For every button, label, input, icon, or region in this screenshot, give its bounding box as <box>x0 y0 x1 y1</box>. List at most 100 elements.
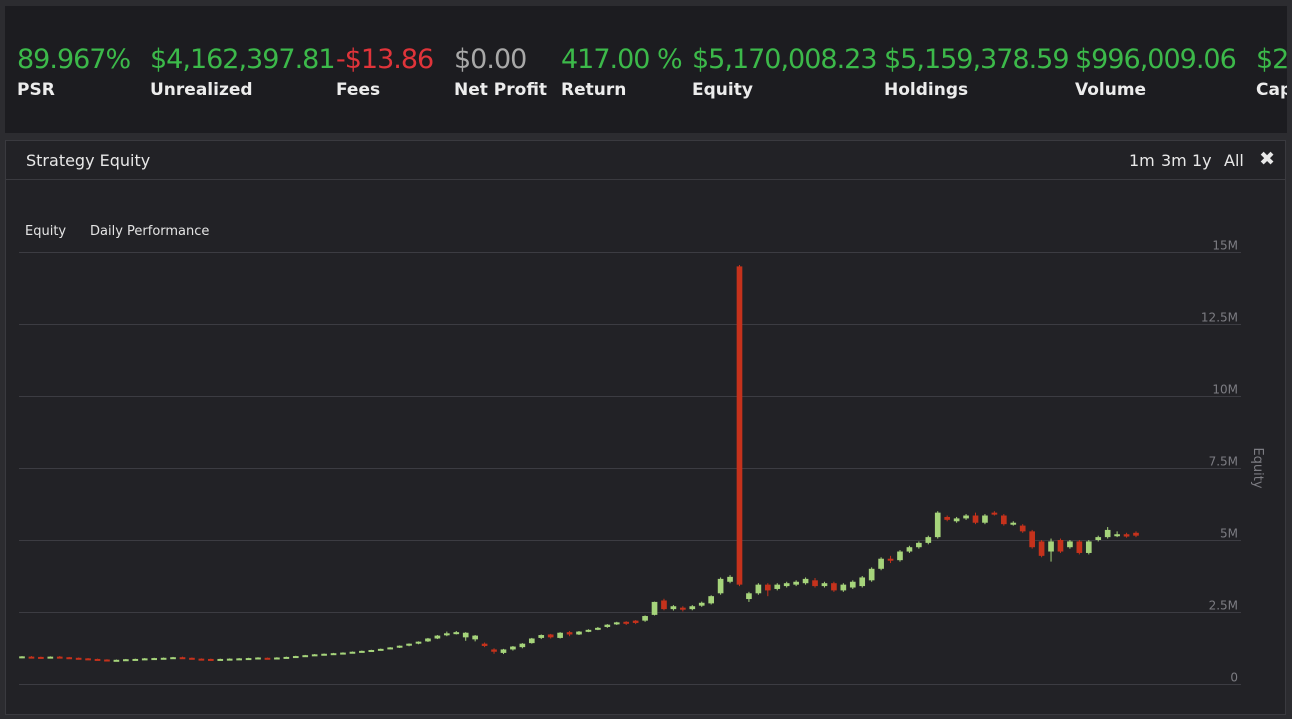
candle-up <box>387 647 394 650</box>
candle-down <box>764 584 771 591</box>
candle-down <box>38 656 44 659</box>
tab-equity[interactable]: Equity <box>25 224 67 239</box>
stat-return: 417.00 % Return <box>561 44 683 100</box>
candle-up <box>802 578 809 584</box>
stat-fees: -$13.86 Fees <box>336 44 434 99</box>
candle-up <box>878 558 884 569</box>
candle-down <box>1057 540 1064 552</box>
candle-up <box>727 576 733 582</box>
stat-psr: 89.967% PSR <box>17 46 131 100</box>
stat-label: Volume <box>1075 80 1147 100</box>
stat-unrealized: $4,162,397.81 Unrealized <box>150 44 336 99</box>
strategy-equity-panel: Strategy Equity 1m 3m 1y All ✖ Equity Da… <box>5 140 1286 715</box>
stat-value: -$13.86 <box>336 44 434 75</box>
candle-up <box>849 581 856 588</box>
candle-down <box>991 512 998 515</box>
stat-value: $4,162,397.81 <box>150 44 336 75</box>
panel-title: Strategy Equity <box>26 151 151 170</box>
range-1m-button[interactable]: 1m <box>1129 151 1155 170</box>
y-tick-label: 0 <box>1230 671 1238 685</box>
candle-up <box>321 653 327 656</box>
range-all-button[interactable]: All <box>1224 151 1244 170</box>
candle-down <box>198 658 205 661</box>
candle-down <box>56 656 63 659</box>
candle-up <box>1095 537 1102 540</box>
candle-down <box>207 658 214 661</box>
range-1y-button[interactable]: 1y <box>1192 151 1212 170</box>
candle-down <box>1038 541 1045 556</box>
candle-up <box>311 654 318 657</box>
candle-up <box>160 657 167 660</box>
candle-up <box>651 601 658 615</box>
candle-up <box>1048 541 1054 552</box>
candle-down <box>1133 532 1139 536</box>
candle-up <box>330 653 337 656</box>
candle-down <box>680 607 686 610</box>
stat-label: Return <box>561 80 627 100</box>
candle-up <box>349 651 356 654</box>
candle-up <box>746 593 752 600</box>
candle-up <box>217 658 224 661</box>
y-tick-label: 7.5M <box>1209 455 1238 469</box>
candle-down <box>264 657 271 660</box>
stat-label: Equity <box>692 80 753 100</box>
candle-down <box>75 657 82 660</box>
candle-down <box>566 632 573 635</box>
candle-down <box>831 583 837 591</box>
candle-down <box>85 658 91 661</box>
candle-up <box>708 596 715 604</box>
equity-chart: 0 2.5M 5M 7.5M 10M 12.5M 15M Equity <box>19 239 1265 685</box>
candle-up <box>1010 522 1017 525</box>
candle-up <box>406 643 412 646</box>
tab-daily-performance[interactable]: Daily Performance <box>90 224 210 239</box>
close-icon[interactable]: ✖ <box>1259 148 1275 170</box>
candle-up <box>274 657 280 660</box>
candle-up <box>783 583 790 587</box>
stat-value: $5,159,378.59 <box>884 44 1070 75</box>
candle-up <box>302 655 309 658</box>
stat-value: $5,170,008.23 <box>692 44 878 75</box>
candle-up <box>368 650 375 653</box>
candle-up <box>170 657 176 660</box>
candle-down <box>736 266 743 585</box>
candle-up <box>557 632 563 638</box>
candle-up <box>255 657 261 660</box>
y-axis-label: Equity <box>1250 447 1265 488</box>
stat-volume: $996,009.06 Volume <box>1075 46 1237 100</box>
candle-up <box>1085 541 1092 553</box>
candle-up <box>415 641 422 644</box>
candle-down <box>1076 541 1083 553</box>
stat-value: $2 <box>1256 44 1287 75</box>
candle-up <box>19 656 25 659</box>
candle-up <box>925 537 932 543</box>
range-3m-button[interactable]: 3m <box>1161 151 1187 170</box>
y-tick-label: 2.5M <box>1209 599 1238 613</box>
candle-up <box>916 542 922 548</box>
y-tick-label: 15M <box>1212 239 1238 253</box>
candle-up <box>123 659 129 662</box>
candle-up <box>963 515 969 519</box>
stat-label: PSR <box>17 80 55 100</box>
candle-up <box>245 658 252 661</box>
candle-up <box>151 658 158 661</box>
candle-up <box>821 583 828 587</box>
candle-up <box>226 658 233 661</box>
candle-down <box>491 649 497 652</box>
candle-up <box>283 656 290 659</box>
y-tick-label: 5M <box>1220 527 1238 541</box>
candle-up <box>859 577 866 587</box>
candle-up <box>500 649 507 653</box>
candle-up <box>576 631 582 635</box>
candle-down <box>632 620 639 623</box>
candle-up <box>755 584 762 594</box>
stat-value: 417.00 % <box>561 44 683 75</box>
candle-up <box>585 629 592 632</box>
stats-bar: 89.967% PSR $4,162,397.81 Unrealized -$1… <box>5 6 1287 133</box>
candle-up <box>141 658 148 661</box>
candle-up <box>132 658 139 661</box>
candle-up <box>396 645 403 648</box>
y-tick-label: 10M <box>1212 383 1238 397</box>
candle-up <box>47 656 54 659</box>
candle-up <box>510 646 516 650</box>
stat-equity: $5,170,008.23 Equity <box>692 44 878 100</box>
